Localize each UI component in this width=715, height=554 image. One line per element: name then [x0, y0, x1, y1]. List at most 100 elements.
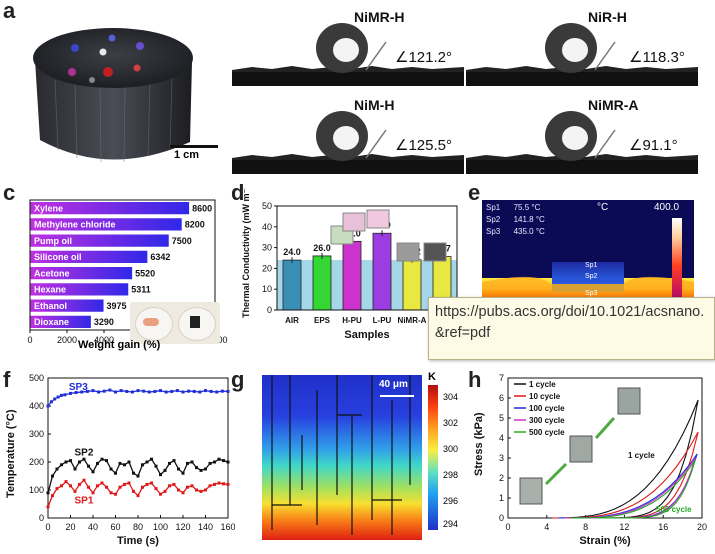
data-point — [142, 389, 146, 393]
data-point — [217, 481, 221, 485]
data-point — [220, 389, 224, 393]
panel-label-f: f — [3, 367, 11, 392]
data-point — [186, 461, 189, 465]
data-point — [60, 484, 63, 488]
data-point — [82, 457, 86, 461]
d-xtick-label: AIR — [285, 316, 299, 325]
data-point — [109, 467, 113, 471]
data-point — [105, 459, 108, 463]
data-point — [187, 389, 191, 393]
data-point — [114, 492, 117, 496]
f-ytick-label: 500 — [29, 373, 44, 383]
data-point — [136, 494, 140, 498]
bar-hexane — [30, 283, 129, 296]
readout-sp2-name: Sp2 — [486, 215, 501, 224]
f-ytick-label: 200 — [29, 457, 44, 467]
sample-photo-hpu — [342, 212, 366, 232]
data-point — [96, 484, 99, 488]
f-ytick-label: 100 — [29, 485, 44, 495]
legend-label: 300 cycle — [529, 416, 565, 425]
thermal-colorbar — [672, 218, 682, 313]
readout-sp3-value: 435.0 °C — [513, 227, 545, 236]
contact-angle-value: ∠121.2° — [395, 49, 452, 66]
f-ytick-label: 400 — [29, 401, 44, 411]
bar-l-pu — [372, 232, 392, 311]
d-plot-frame — [276, 205, 458, 311]
readout-sp1-value: 75.5 °C — [513, 203, 541, 212]
tooltip-line-2: &ref=pdf — [435, 325, 491, 341]
data-point — [204, 488, 207, 492]
scale-bar-label-a: 1 cm — [174, 149, 200, 161]
data-point — [213, 482, 216, 486]
contact-angle-value: ∠118.3° — [629, 49, 685, 66]
legend-label: 1 cycle — [529, 380, 556, 389]
data-point — [78, 482, 81, 486]
data-point — [141, 485, 144, 489]
c-xtick-label: 4000 — [94, 335, 114, 345]
droplet-drawing: NiMR-H ∠121.2° — [232, 9, 464, 86]
scale-bar-label-g: 40 μm — [379, 379, 408, 390]
data-point — [215, 390, 219, 394]
f-xtick-label: 0 — [45, 522, 50, 532]
weight-gain-chart: Xylene 8600 Methylene chloride 8200 Pump oil… — [27, 199, 228, 345]
g-cbar-tick-304: 304 — [443, 392, 459, 402]
h-ytick-label: 1 — [499, 493, 504, 503]
data-point — [141, 463, 144, 467]
data-point — [130, 390, 134, 394]
data-point — [213, 460, 216, 464]
d-ytick-label: 0 — [267, 305, 272, 315]
data-point — [127, 460, 131, 464]
data-point — [100, 457, 104, 461]
data-point — [222, 459, 225, 463]
g-cbar-tick-296: 296 — [443, 496, 459, 506]
f-xtick-label: 120 — [175, 522, 190, 532]
data-point — [118, 485, 122, 489]
bar-pump-oil — [30, 234, 169, 247]
data-point — [69, 391, 72, 395]
c-xtick-label: 2000 — [57, 335, 77, 345]
bar-category-label: Silicone oil — [34, 252, 82, 262]
data-point — [102, 389, 106, 393]
readout-sp1-name: Sp1 — [486, 203, 501, 212]
tooltip-line-1: https://pubs.acs.org/doi/10.1021/acsnano… — [435, 304, 705, 320]
data-point — [159, 492, 162, 496]
url-tooltip: https://pubs.acs.org/doi/10.1021/acsnano… — [428, 297, 715, 360]
h-ytick-label: 4 — [499, 433, 504, 443]
data-point — [91, 389, 95, 393]
d-ytick-label: 40 — [262, 222, 272, 232]
substrate — [466, 158, 698, 174]
h-ytick-label: 3 — [499, 453, 504, 463]
tangent-line — [594, 129, 616, 159]
data-point — [217, 457, 221, 461]
data-point — [163, 468, 167, 472]
h-xtick-label: 8 — [583, 522, 588, 532]
d-ytick-label: 50 — [262, 201, 272, 211]
bar-air — [282, 259, 302, 311]
droplet-highlight — [562, 38, 588, 62]
data-point — [198, 390, 202, 394]
bar-category-label: Dioxane — [34, 317, 69, 327]
data-point — [55, 467, 59, 471]
thermal-unit: °C — [597, 202, 609, 213]
bar-h-pu — [342, 240, 362, 311]
d-xtick-label: H-PU — [342, 316, 362, 325]
data-point — [87, 464, 90, 468]
g-cbar-tick-298: 298 — [443, 470, 459, 480]
series-label: SP2 — [75, 448, 94, 459]
panel-label-e: e — [468, 180, 481, 205]
bar-value-label: 3290 — [94, 317, 114, 327]
data-point — [109, 491, 113, 495]
arrow-2 — [544, 462, 568, 486]
bar-silicone-oil — [30, 250, 148, 263]
data-point — [118, 461, 122, 465]
c-plot-frame — [29, 199, 216, 331]
f-ytick-label: 0 — [39, 513, 44, 523]
data-point — [204, 389, 207, 393]
data-point — [163, 489, 167, 493]
thermal-image: Sp1 75.5 °C Sp2 141.8 °C Sp3 435.0 °C °C… — [482, 200, 694, 313]
data-point — [181, 471, 185, 475]
panel-label-c: c — [3, 180, 16, 205]
data-point — [55, 487, 59, 491]
data-point — [46, 491, 50, 495]
data-point — [150, 457, 153, 461]
